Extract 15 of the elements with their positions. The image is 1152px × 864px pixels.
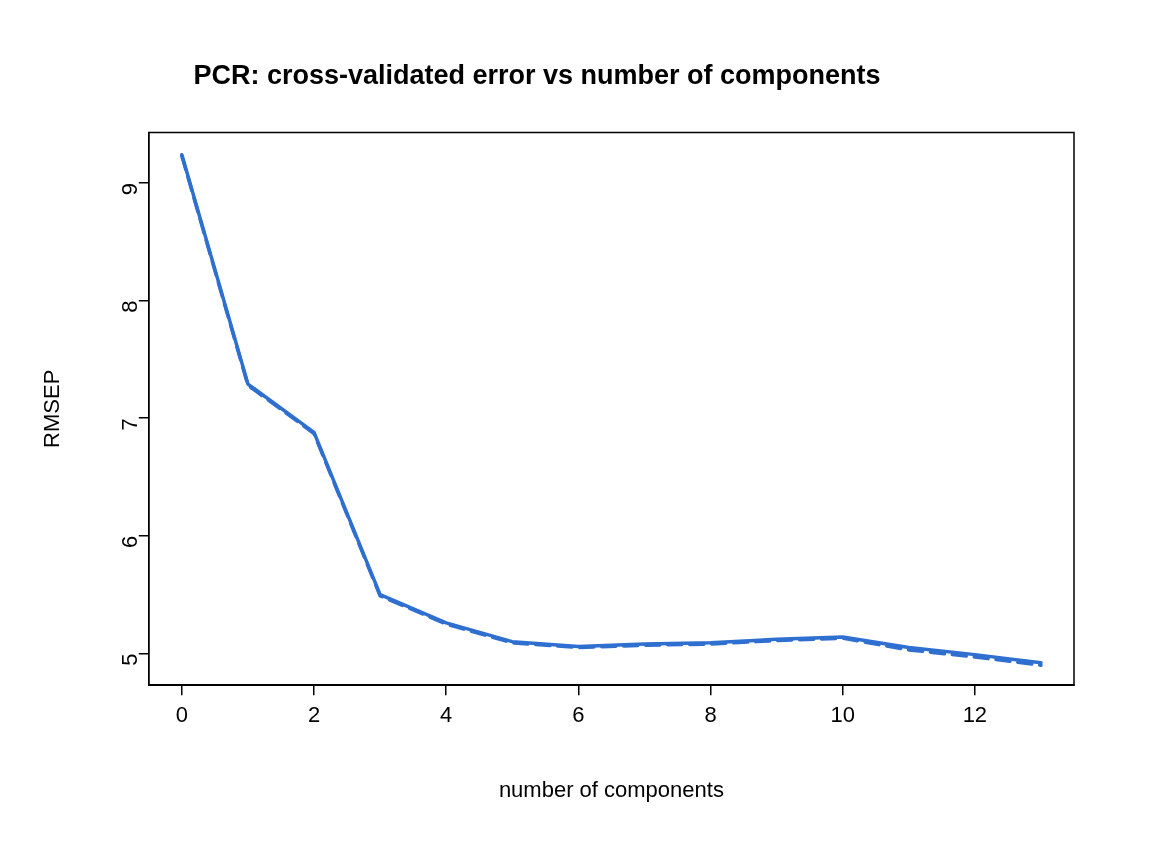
x-tick-label: 4 (440, 702, 453, 728)
chart-title: PCR: cross-validated error vs number of components (193, 59, 881, 90)
x-tick-label: 8 (704, 702, 717, 728)
y-tick-label: 8 (116, 300, 142, 313)
y-tick-label: 5 (116, 653, 142, 666)
y-tick-label: 9 (116, 182, 142, 196)
x-tick-label: 2 (307, 702, 321, 728)
x-tick-label: 10 (830, 702, 855, 728)
x-axis-title: number of components (498, 776, 724, 802)
x-tick-label: 12 (962, 702, 988, 728)
x-tick-label: 6 (572, 702, 585, 728)
y-tick-label: 7 (116, 418, 142, 431)
y-axis-title: RMSEP (39, 369, 65, 448)
y-tick-label: 6 (116, 535, 142, 549)
x-tick-label: 0 (175, 702, 188, 728)
